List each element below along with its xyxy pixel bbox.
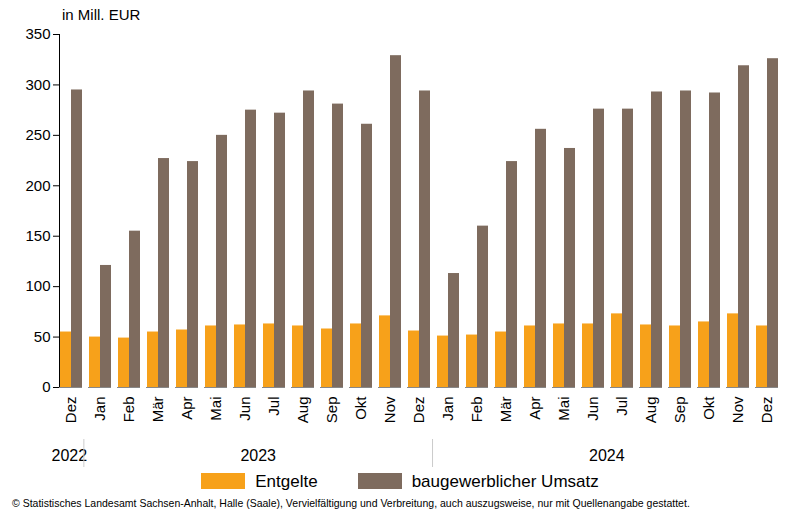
svg-text:Dez: Dez	[62, 397, 79, 424]
svg-text:Aug: Aug	[294, 397, 311, 424]
html-text:baugewerblicher Umsatz: baugewerblicher Umsatz	[411, 472, 599, 491]
svg-text:Feb: Feb	[468, 397, 485, 423]
html-text:© Statistisches Landesamt Sach: © Statistisches Landesamt Sachsen-Anhalt…	[12, 497, 690, 509]
svg-text:50: 50	[34, 328, 51, 345]
html-text:in Mill. EUR: in Mill. EUR	[62, 6, 141, 23]
svg-text:Mär: Mär	[149, 397, 166, 423]
svg-text:Sep: Sep	[671, 397, 688, 424]
svg-text:Jun: Jun	[584, 397, 601, 421]
svg-text:Okt: Okt	[352, 396, 369, 420]
html-text:Entgelte: Entgelte	[255, 472, 318, 491]
svg-text:Feb: Feb	[120, 397, 137, 423]
svg-text:Okt: Okt	[700, 396, 717, 420]
svg-text:250: 250	[25, 126, 50, 143]
svg-text:100: 100	[25, 277, 50, 294]
svg-text:Jan: Jan	[91, 397, 108, 421]
svg-text:Apr: Apr	[526, 396, 543, 419]
svg-text:Aug: Aug	[642, 397, 659, 424]
svg-text:150: 150	[25, 227, 50, 244]
svg-text:Dez: Dez	[410, 397, 427, 424]
svg-text:300: 300	[25, 76, 50, 93]
svg-text:Jul: Jul	[613, 397, 630, 416]
svg-text:Sep: Sep	[323, 397, 340, 424]
svg-text:Mai: Mai	[207, 397, 224, 421]
svg-text:Dez: Dez	[758, 397, 775, 424]
svg-text:0: 0	[42, 378, 50, 395]
svg-text:Nov: Nov	[729, 396, 746, 423]
svg-text:Apr: Apr	[178, 396, 195, 419]
svg-text:200: 200	[25, 177, 50, 194]
svg-text:350: 350	[25, 25, 50, 42]
svg-text:2022: 2022	[52, 447, 88, 464]
svg-text:Jan: Jan	[439, 397, 456, 421]
svg-text:Mai: Mai	[555, 397, 572, 421]
svg-text:Jun: Jun	[236, 397, 253, 421]
svg-text:Mär: Mär	[497, 397, 514, 423]
svg-text:Jul: Jul	[265, 397, 282, 416]
svg-text:2024: 2024	[589, 447, 625, 464]
svg-text:Nov: Nov	[381, 396, 398, 423]
svg-text:2023: 2023	[240, 447, 276, 464]
